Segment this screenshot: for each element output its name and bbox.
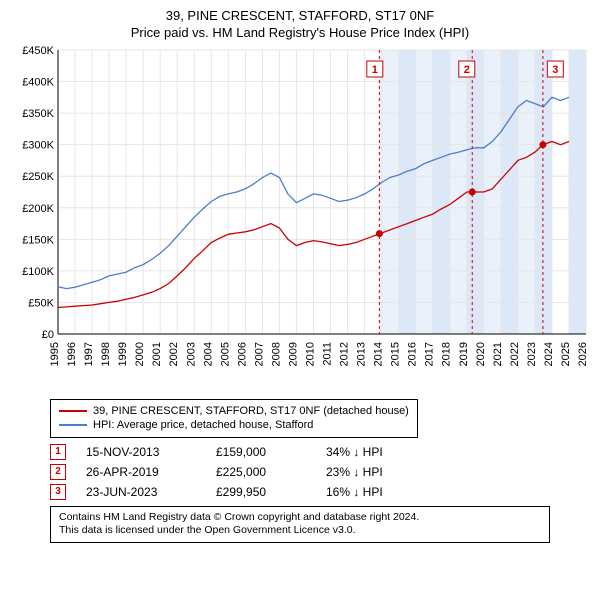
svg-text:2007: 2007 — [253, 342, 265, 366]
sale-marker-icon: 3 — [50, 484, 66, 500]
svg-text:£350K: £350K — [22, 108, 54, 120]
svg-text:2011: 2011 — [322, 342, 334, 366]
svg-text:£400K: £400K — [22, 77, 54, 89]
svg-text:2002: 2002 — [168, 342, 180, 366]
svg-text:1998: 1998 — [100, 342, 112, 366]
chart: £0 £50K £100K £150K £200K £250K £300K £350K £400… — [10, 46, 590, 391]
svg-text:2006: 2006 — [236, 342, 248, 366]
svg-text:2: 2 — [464, 64, 470, 76]
svg-text:2004: 2004 — [202, 342, 214, 366]
svg-text:£0: £0 — [42, 329, 54, 341]
svg-text:£150K: £150K — [22, 234, 54, 246]
sale-date: 23-JUN-2023 — [86, 485, 196, 499]
svg-text:£200K: £200K — [22, 203, 54, 215]
svg-text:3: 3 — [552, 64, 558, 76]
legend-item: 39, PINE CRESCENT, STAFFORD, ST17 0NF (d… — [59, 404, 409, 418]
svg-text:2019: 2019 — [458, 342, 470, 366]
svg-text:1: 1 — [372, 64, 378, 76]
svg-text:£450K: £450K — [22, 46, 54, 57]
svg-text:2001: 2001 — [151, 342, 163, 366]
svg-text:2010: 2010 — [304, 342, 316, 366]
legend-label: HPI: Average price, detached house, Staf… — [93, 418, 313, 432]
legend-swatch — [59, 410, 87, 412]
svg-text:2012: 2012 — [339, 342, 351, 366]
sale-rows: 1 15-NOV-2013 £159,000 34% ↓ HPI 2 26-APR-201… — [50, 444, 590, 500]
legend-swatch — [59, 424, 87, 426]
sale-price: £159,000 — [216, 445, 306, 459]
svg-text:2018: 2018 — [441, 342, 453, 366]
svg-text:2003: 2003 — [185, 342, 197, 366]
svg-text:2016: 2016 — [407, 342, 419, 366]
sale-row: 2 26-APR-2019 £225,000 23% ↓ HPI — [50, 464, 590, 480]
sale-pct: 34% ↓ HPI — [326, 445, 436, 459]
attribution-line1: Contains HM Land Registry data © Crown c… — [59, 511, 541, 525]
svg-text:£300K: £300K — [22, 140, 54, 152]
sale-date: 15-NOV-2013 — [86, 445, 196, 459]
root: 39, PINE CRESCENT, STAFFORD, ST17 0NF Pr… — [0, 0, 600, 549]
svg-text:2014: 2014 — [373, 342, 385, 366]
svg-text:2021: 2021 — [492, 342, 504, 366]
svg-text:2017: 2017 — [424, 342, 436, 366]
svg-text:1997: 1997 — [83, 342, 95, 366]
svg-text:£250K: £250K — [22, 171, 54, 183]
svg-text:2025: 2025 — [560, 342, 572, 366]
svg-text:1999: 1999 — [117, 342, 129, 366]
svg-text:£100K: £100K — [22, 266, 54, 278]
svg-text:1995: 1995 — [49, 342, 61, 366]
svg-text:2024: 2024 — [543, 342, 555, 366]
sale-pct: 23% ↓ HPI — [326, 465, 436, 479]
svg-text:2015: 2015 — [390, 342, 402, 366]
sale-date: 26-APR-2019 — [86, 465, 196, 479]
chart-svg: £0 £50K £100K £150K £200K £250K £300K £350K £400… — [10, 46, 590, 386]
sale-price: £225,000 — [216, 465, 306, 479]
sale-price: £299,950 — [216, 485, 306, 499]
chart-subtitle: Price paid vs. HM Land Registry's House … — [10, 25, 590, 40]
svg-text:2026: 2026 — [577, 342, 589, 366]
svg-text:2022: 2022 — [509, 342, 521, 366]
svg-text:2013: 2013 — [356, 342, 368, 366]
svg-text:2005: 2005 — [219, 342, 231, 366]
svg-text:2023: 2023 — [526, 342, 538, 366]
legend: 39, PINE CRESCENT, STAFFORD, ST17 0NF (d… — [50, 399, 418, 438]
sale-marker-icon: 2 — [50, 464, 66, 480]
sale-marker-icon: 1 — [50, 444, 66, 460]
svg-text:2000: 2000 — [134, 342, 146, 366]
sale-row: 3 23-JUN-2023 £299,950 16% ↓ HPI — [50, 484, 590, 500]
legend-label: 39, PINE CRESCENT, STAFFORD, ST17 0NF (d… — [93, 404, 409, 418]
attribution-line2: This data is licensed under the Open Gov… — [59, 524, 541, 538]
sale-pct: 16% ↓ HPI — [326, 485, 436, 499]
svg-text:2009: 2009 — [287, 342, 299, 366]
sale-row: 1 15-NOV-2013 £159,000 34% ↓ HPI — [50, 444, 590, 460]
attribution: Contains HM Land Registry data © Crown c… — [50, 506, 550, 543]
svg-text:£50K: £50K — [28, 297, 54, 309]
svg-text:2008: 2008 — [270, 342, 282, 366]
svg-text:1996: 1996 — [66, 342, 78, 366]
legend-item: HPI: Average price, detached house, Staf… — [59, 418, 409, 432]
chart-title: 39, PINE CRESCENT, STAFFORD, ST17 0NF — [10, 8, 590, 23]
svg-text:2020: 2020 — [475, 342, 487, 366]
